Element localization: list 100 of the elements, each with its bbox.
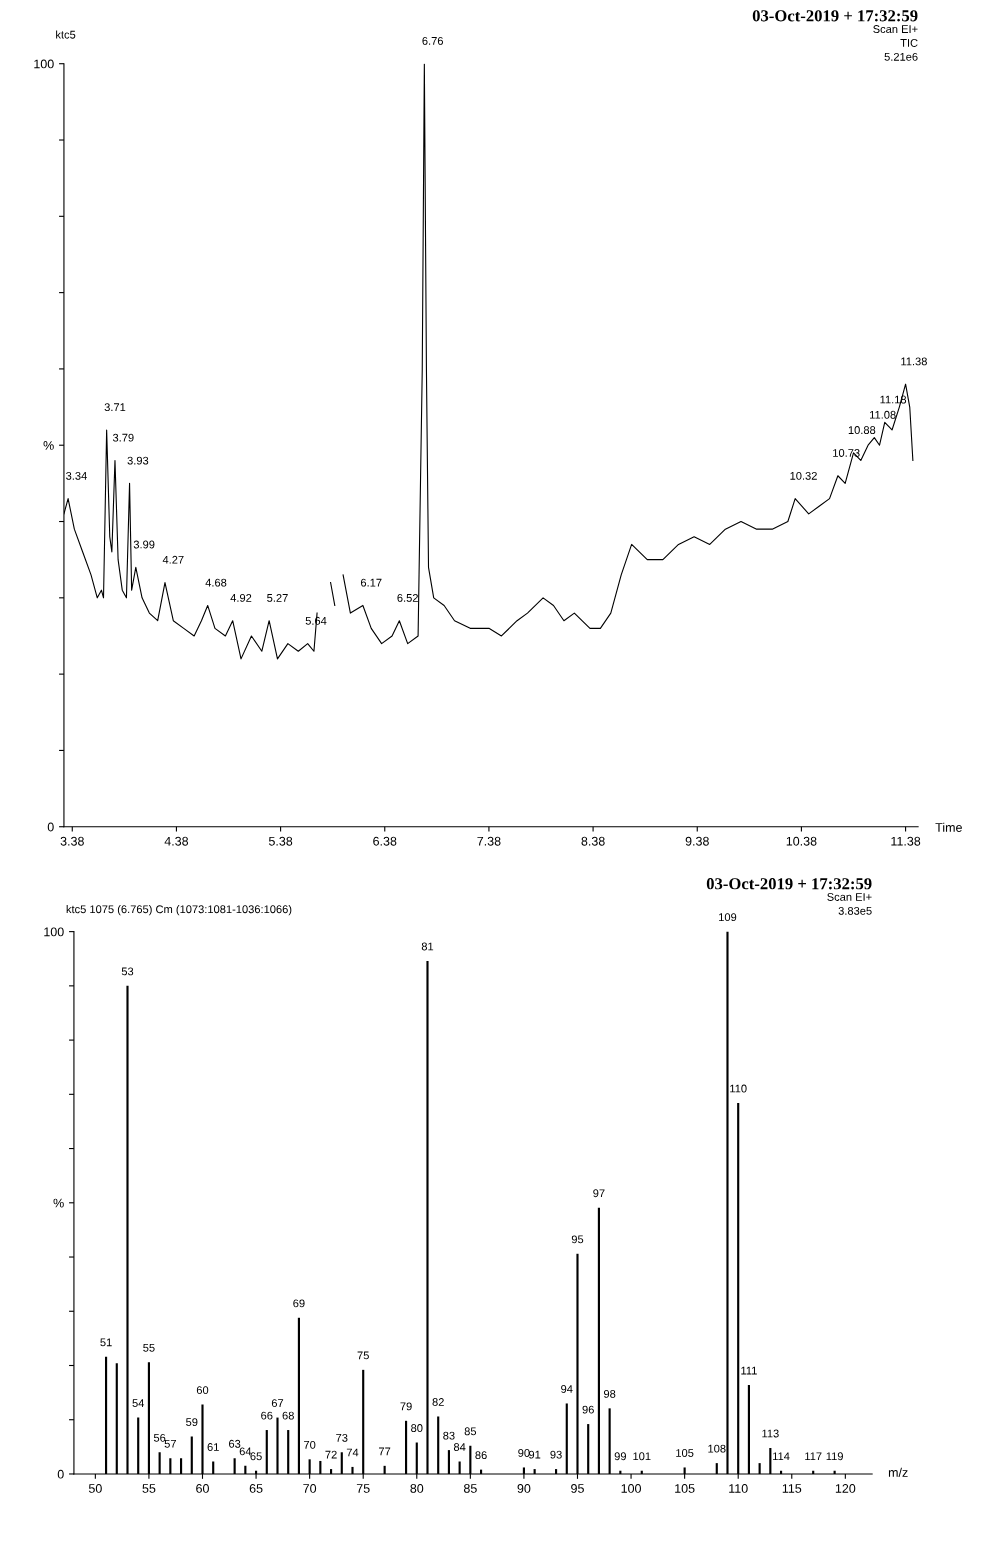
annotation: 3.34 [66,471,87,480]
annotation: 3.93 [127,456,149,465]
text: Scan EI+ [827,893,872,901]
annotation: 54 [132,1399,145,1408]
y-tick-label: 100 [34,59,54,69]
annotation: 6.52 [397,593,418,602]
annotation: 10.73 [833,449,860,457]
annotation: 60 [196,1386,209,1395]
annotation: 119 [826,1452,843,1461]
annotation: 74 [346,1448,359,1457]
annotation: 98 [603,1389,616,1398]
text: Scan EI+ [873,25,918,33]
x-tick-label: 65 [249,1484,263,1493]
annotation: 114 [773,1452,790,1461]
annotation: 53 [121,967,134,976]
annotation: 4.68 [205,578,227,587]
annotation: 61 [207,1443,219,1451]
annotation: 93 [550,1450,562,1459]
y-axis-title: ktc5 1075 (6.765) Cm (1073:1081-1036:1066) [66,904,292,916]
annotation: 65 [250,1452,262,1461]
annotation: 110 [730,1084,747,1093]
annotation: 79 [400,1402,412,1411]
x-tick-label: 4.38 [164,836,189,846]
annotation: 111 [741,1366,757,1375]
x-tick-label: 80 [410,1484,424,1493]
x-tick-label: 6.38 [373,836,397,846]
chart-title: 03-Oct-2019 + 17:32:59 [752,10,918,22]
annotation: 86 [475,1451,487,1460]
annotation: 82 [432,1398,444,1406]
annotation: 66 [261,1411,273,1420]
annotation: 63 [229,1439,241,1448]
x-axis-title: Time [935,822,962,832]
x-tick-label: 3.38 [60,836,84,846]
y-tick-label: 0 [47,822,54,832]
text: TIC [900,39,918,47]
y-tick-label: % [43,441,54,450]
annotation: 105 [676,1449,694,1457]
annotation: 11.38 [901,357,927,366]
x-tick-label: 70 [303,1484,317,1493]
annotation: 81 [421,942,434,951]
annotation: 99 [614,1452,626,1461]
annotation: 109 [719,913,737,922]
annotation: 57 [164,1439,176,1448]
annotation: 67 [271,1399,284,1408]
annotation: 64 [239,1447,252,1456]
text: 3.83e5 [838,906,872,915]
x-tick-label: 100 [621,1484,641,1493]
annotation: 55 [143,1343,155,1352]
annotation: 68 [282,1411,294,1420]
x-axis-title: m/z [888,1467,908,1477]
annotation: 96 [582,1405,594,1414]
x-tick-label: 10.38 [786,836,817,846]
x-tick-label: 90 [517,1484,531,1493]
annotation: 56 [153,1433,166,1442]
x-tick-label: 120 [835,1484,856,1493]
y-tick-label: 100 [44,927,64,937]
annotation: 6.17 [360,578,382,587]
x-tick-label: 75 [356,1484,370,1493]
annotation: 94 [561,1385,573,1393]
annotation: 70 [304,1440,316,1449]
annotation: 73 [336,1433,348,1442]
annotation: 83 [443,1431,455,1440]
annotation: 69 [293,1299,305,1308]
annotation: 108 [708,1444,726,1453]
x-tick-label: 115 [782,1484,802,1493]
x-tick-label: 8.38 [581,836,605,846]
x-tick-label: 110 [729,1484,748,1493]
annotation: 77 [379,1447,391,1456]
annotation: 75 [357,1351,369,1360]
annotation: 72 [325,1450,337,1459]
y-tick-label: 0 [57,1469,64,1479]
chart-title: 03-Oct-2019 + 17:32:59 [706,878,872,890]
annotation: 84 [453,1443,466,1451]
annotation: 4.92 [230,593,252,602]
annotation: 91 [528,1450,541,1459]
x-tick-label: 60 [196,1484,209,1493]
annotation: 4.27 [162,555,184,564]
annotation: 5.27 [267,593,288,602]
annotation: 101 [633,1452,651,1461]
annotation: 3.71 [104,403,126,412]
y-axis-title: ktc5 [56,30,76,39]
x-tick-label: 95 [571,1484,584,1493]
x-tick-label: 50 [88,1484,102,1493]
annotation: 3.99 [133,540,155,549]
x-tick-label: 11.38 [891,836,921,846]
x-tick-label: 7.38 [477,836,501,846]
text: 5.21e6 [884,52,918,61]
x-tick-label: 5.38 [268,836,293,846]
annotation: 10.32 [790,471,817,480]
annotation: 117 [805,1452,822,1461]
y-tick-label: % [53,1198,64,1208]
annotation: 90 [518,1449,530,1457]
annotation: 85 [464,1427,477,1436]
annotation: 80 [411,1424,423,1432]
annotation: 51 [100,1338,112,1347]
x-tick-label: 55 [142,1484,156,1493]
annotation: 113 [762,1429,779,1438]
annotation: 95 [571,1235,584,1244]
annotation: 59 [186,1418,198,1427]
annotation: 10.88 [848,426,876,434]
